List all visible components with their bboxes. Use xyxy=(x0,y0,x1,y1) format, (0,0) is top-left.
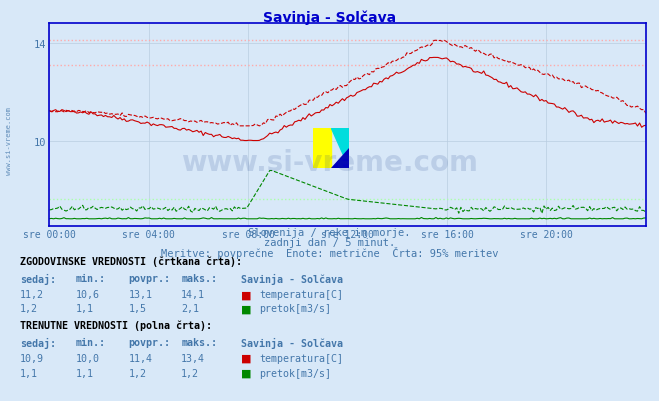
Polygon shape xyxy=(331,128,349,168)
Text: sedaj:: sedaj: xyxy=(20,337,56,348)
Text: 1,2: 1,2 xyxy=(181,368,199,378)
Text: pretok[m3/s]: pretok[m3/s] xyxy=(259,368,331,378)
Text: temperatura[C]: temperatura[C] xyxy=(259,353,343,363)
Text: povpr.:: povpr.: xyxy=(129,337,171,347)
Text: www.si-vreme.com: www.si-vreme.com xyxy=(181,148,478,176)
Text: 1,1: 1,1 xyxy=(76,368,94,378)
Text: 11,2: 11,2 xyxy=(20,290,43,300)
Text: Savinja - Solčava: Savinja - Solčava xyxy=(241,273,343,284)
Text: maks.:: maks.: xyxy=(181,273,217,284)
Text: Savinja - Solčava: Savinja - Solčava xyxy=(263,10,396,24)
Text: 1,5: 1,5 xyxy=(129,304,146,314)
Text: 10,6: 10,6 xyxy=(76,290,100,300)
Text: zadnji dan / 5 minut.: zadnji dan / 5 minut. xyxy=(264,237,395,247)
Text: ■: ■ xyxy=(241,304,251,314)
Text: 1,2: 1,2 xyxy=(20,304,38,314)
Text: 10,0: 10,0 xyxy=(76,353,100,363)
Text: temperatura[C]: temperatura[C] xyxy=(259,290,343,300)
Text: www.si-vreme.com: www.si-vreme.com xyxy=(5,106,12,174)
Text: sedaj:: sedaj: xyxy=(20,273,56,284)
Text: 1,2: 1,2 xyxy=(129,368,146,378)
Bar xyxy=(313,128,331,168)
Text: ZGODOVINSKE VREDNOSTI (črtkana črta):: ZGODOVINSKE VREDNOSTI (črtkana črta): xyxy=(20,255,242,266)
Text: pretok[m3/s]: pretok[m3/s] xyxy=(259,304,331,314)
Text: 11,4: 11,4 xyxy=(129,353,152,363)
Text: 1,1: 1,1 xyxy=(76,304,94,314)
Text: maks.:: maks.: xyxy=(181,337,217,347)
Text: min.:: min.: xyxy=(76,273,106,284)
Text: 14,1: 14,1 xyxy=(181,290,205,300)
Text: Savinja - Solčava: Savinja - Solčava xyxy=(241,337,343,348)
Text: 1,1: 1,1 xyxy=(20,368,38,378)
Text: ■: ■ xyxy=(241,368,251,378)
Text: 2,1: 2,1 xyxy=(181,304,199,314)
Text: ■: ■ xyxy=(241,290,251,300)
Text: Slovenija / reke in morje.: Slovenija / reke in morje. xyxy=(248,228,411,238)
Text: min.:: min.: xyxy=(76,337,106,347)
Text: 13,4: 13,4 xyxy=(181,353,205,363)
Text: 10,9: 10,9 xyxy=(20,353,43,363)
Text: TRENUTNE VREDNOSTI (polna črta):: TRENUTNE VREDNOSTI (polna črta): xyxy=(20,320,212,330)
Polygon shape xyxy=(331,148,349,168)
Text: povpr.:: povpr.: xyxy=(129,273,171,284)
Text: 13,1: 13,1 xyxy=(129,290,152,300)
Text: Meritve: povprečne  Enote: metrične  Črta: 95% meritev: Meritve: povprečne Enote: metrične Črta:… xyxy=(161,247,498,259)
Text: ■: ■ xyxy=(241,353,251,363)
